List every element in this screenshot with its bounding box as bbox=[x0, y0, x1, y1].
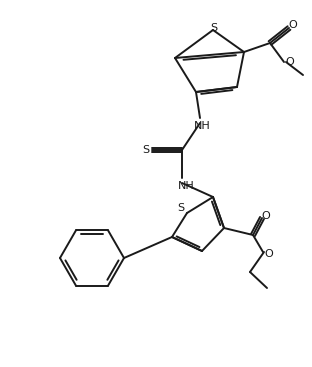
Text: NH: NH bbox=[178, 181, 194, 191]
Text: NH: NH bbox=[194, 121, 210, 131]
Text: O: O bbox=[289, 20, 297, 30]
Text: O: O bbox=[285, 57, 295, 67]
Text: O: O bbox=[262, 211, 271, 221]
Text: O: O bbox=[265, 249, 273, 259]
Text: S: S bbox=[178, 203, 185, 213]
Text: S: S bbox=[143, 145, 149, 155]
Text: S: S bbox=[210, 23, 217, 33]
